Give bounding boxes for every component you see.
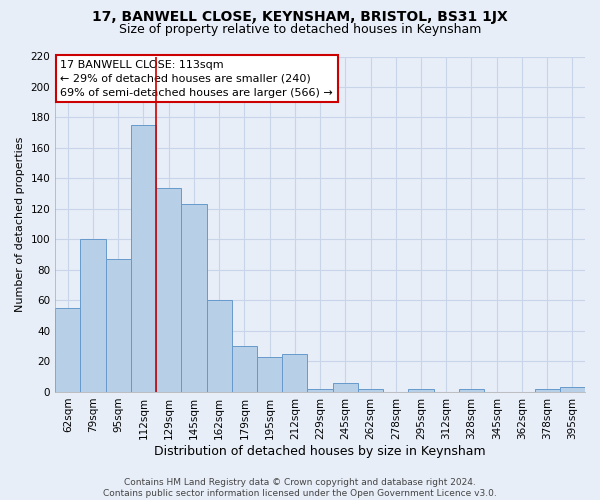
Bar bbox=[55, 308, 80, 392]
Bar bbox=[232, 346, 257, 392]
Bar bbox=[358, 389, 383, 392]
Bar bbox=[156, 188, 181, 392]
Bar bbox=[307, 389, 332, 392]
Bar bbox=[257, 357, 282, 392]
Text: 17, BANWELL CLOSE, KEYNSHAM, BRISTOL, BS31 1JX: 17, BANWELL CLOSE, KEYNSHAM, BRISTOL, BS… bbox=[92, 10, 508, 24]
Bar bbox=[459, 389, 484, 392]
Text: Contains HM Land Registry data © Crown copyright and database right 2024.
Contai: Contains HM Land Registry data © Crown c… bbox=[103, 478, 497, 498]
Text: 17 BANWELL CLOSE: 113sqm
← 29% of detached houses are smaller (240)
69% of semi-: 17 BANWELL CLOSE: 113sqm ← 29% of detach… bbox=[61, 60, 333, 98]
Bar bbox=[131, 125, 156, 392]
Bar bbox=[535, 389, 560, 392]
Bar bbox=[282, 354, 307, 392]
Bar bbox=[409, 389, 434, 392]
Bar bbox=[80, 240, 106, 392]
Y-axis label: Number of detached properties: Number of detached properties bbox=[15, 136, 25, 312]
Bar bbox=[332, 383, 358, 392]
Text: Size of property relative to detached houses in Keynsham: Size of property relative to detached ho… bbox=[119, 22, 481, 36]
Bar bbox=[560, 388, 585, 392]
Bar bbox=[181, 204, 206, 392]
Bar bbox=[106, 260, 131, 392]
Bar bbox=[206, 300, 232, 392]
X-axis label: Distribution of detached houses by size in Keynsham: Distribution of detached houses by size … bbox=[154, 444, 486, 458]
